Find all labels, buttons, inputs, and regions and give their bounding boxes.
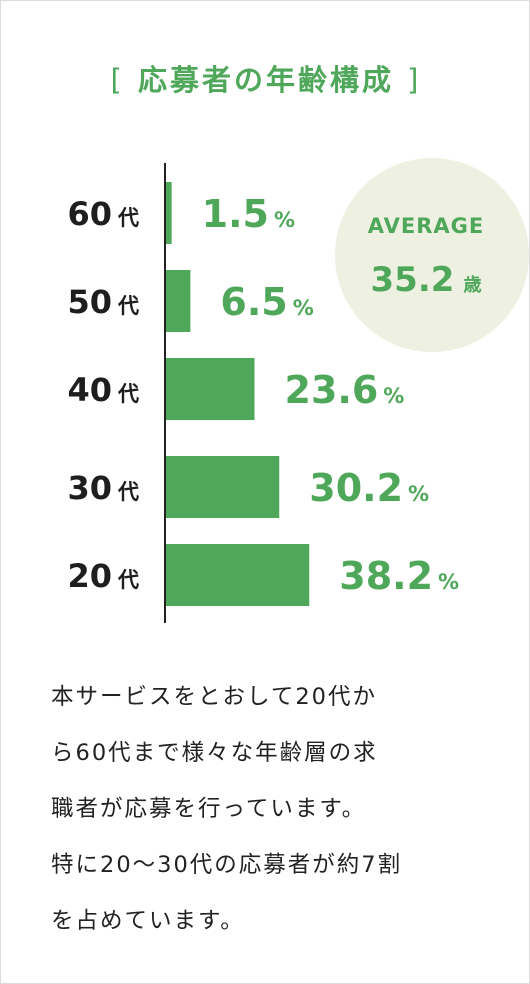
category-number: 50 xyxy=(67,283,112,321)
category-suffix: 代 xyxy=(117,294,139,318)
value-label: 6.5% xyxy=(220,280,313,324)
category-label: 50 代 xyxy=(67,283,139,321)
average-badge: AVERAGE 35.2 歳 xyxy=(335,158,529,352)
bar xyxy=(166,270,191,332)
title-open-bracket: [ xyxy=(110,63,125,97)
average-value-line: 35.2 歳 xyxy=(371,260,482,300)
value-unit: % xyxy=(438,570,459,594)
description-text: 本サービスをとおして20代か ら60代まで様々な年齢層の求 職者が応募を行ってい… xyxy=(51,669,491,949)
value-number: 6.5 xyxy=(220,280,287,324)
value-number: 1.5 xyxy=(202,192,269,236)
average-circle xyxy=(335,158,529,352)
bar xyxy=(166,456,280,518)
value-unit: % xyxy=(408,482,429,506)
bar xyxy=(166,358,255,420)
category-number: 20 xyxy=(67,557,112,595)
description-line: ら60代まで様々な年齢層の求 xyxy=(51,740,378,766)
average-value: 35.2 xyxy=(371,260,455,300)
title-close-bracket: ] xyxy=(407,63,422,97)
description-line: 本サービスをとおして20代か xyxy=(51,684,377,710)
category-suffix: 代 xyxy=(117,480,139,504)
description-line: 職者が応募を行っています。 xyxy=(51,796,367,822)
average-label: AVERAGE xyxy=(368,214,484,238)
category-label: 60 代 xyxy=(67,195,139,233)
bar-series: 60 代 1.5 %50 代 6.5 %40 代 23.6 %30 代 30.2 %20 代 38.2% xyxy=(67,182,459,606)
value-label: 38.2% xyxy=(339,554,459,598)
title-text: 応募者の年齢構成 xyxy=(137,63,394,97)
category-number: 30 xyxy=(67,469,112,507)
age-bar-chart: AVERAGE 35.2 歳 60 代 1.5 %50 代 6.5 %40 代 23.6 %30 代… xyxy=(67,158,529,623)
category-suffix: 代 xyxy=(117,206,139,230)
value-label: 30.2% xyxy=(309,466,429,510)
average-unit: 歳 xyxy=(463,275,481,296)
category-number: 40 xyxy=(67,371,112,409)
value-label: 1.5% xyxy=(202,192,295,236)
value-number: 23.6 xyxy=(285,368,379,412)
category-label: 30 代 xyxy=(67,469,139,507)
description-line: 特に20〜30代の応募者が約7割 xyxy=(51,852,403,878)
category-number: 60 xyxy=(67,195,112,233)
category-label: 20 代 xyxy=(67,557,139,595)
category-suffix: 代 xyxy=(117,568,139,592)
section-title: [ 応募者の年齢構成 ] xyxy=(1,57,530,99)
category-suffix: 代 xyxy=(117,382,139,406)
value-number: 30.2 xyxy=(309,466,403,510)
value-label: 23.6% xyxy=(285,368,405,412)
value-number: 38.2 xyxy=(339,554,433,598)
description-line: を占めています。 xyxy=(51,908,245,934)
value-unit: % xyxy=(293,296,314,320)
category-label: 40 代 xyxy=(67,371,139,409)
bar xyxy=(166,182,172,244)
value-unit: % xyxy=(274,208,295,232)
value-unit: % xyxy=(383,384,404,408)
bar xyxy=(166,544,310,606)
